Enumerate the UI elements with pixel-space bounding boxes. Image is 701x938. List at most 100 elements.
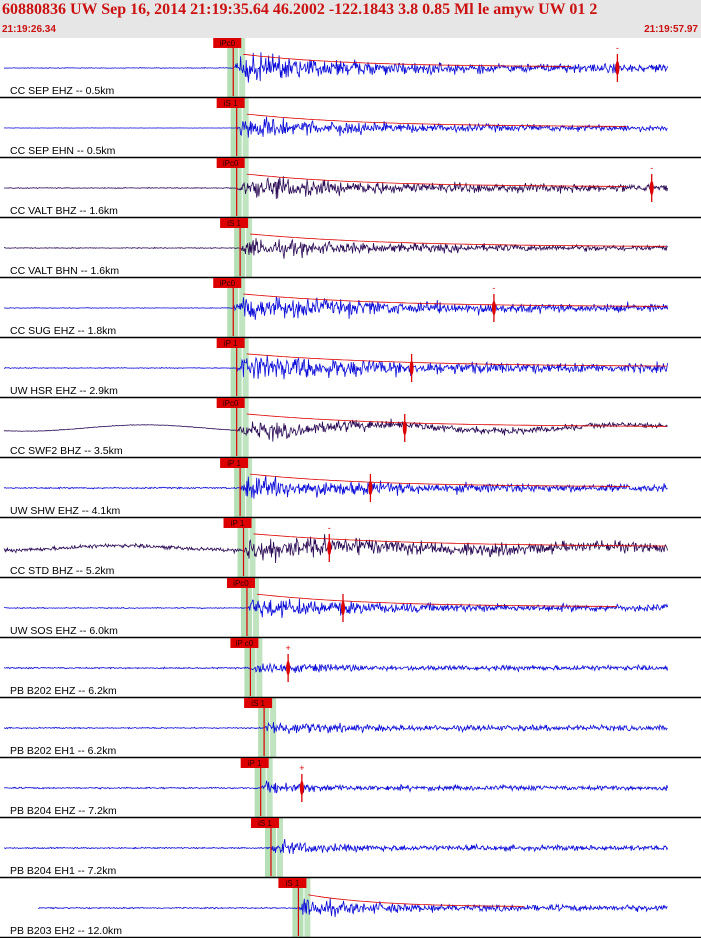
- amplitude-marker-blob: [615, 61, 620, 75]
- pick-label-box: [220, 218, 249, 228]
- secondary-window-band: [249, 518, 256, 578]
- trace-panel: iP 1 - CC STD BHZ -- 5.2km: [0, 518, 701, 579]
- pick-label: iP 1: [248, 759, 262, 768]
- amplitude-marker-blob: [299, 781, 304, 795]
- pick-label: iP 1: [224, 339, 238, 348]
- secondary-window-band: [239, 38, 246, 98]
- pick-label: iPc0: [223, 399, 239, 408]
- event-title: 60880836 UW Sep 16, 2014 21:19:35.64 46.…: [2, 1, 598, 18]
- pick-label-box: [278, 878, 307, 888]
- pick-label-box: [220, 458, 249, 468]
- pick-label-box: [216, 158, 245, 168]
- coda-duration-curve: [246, 353, 667, 367]
- pick-label-box: [216, 338, 245, 348]
- coda-duration-curve: [250, 473, 631, 487]
- waveform-trace: [3, 839, 668, 855]
- coda-duration-curve: [243, 53, 572, 67]
- pick-label: iP c0: [236, 639, 254, 648]
- coda-duration-curve: [246, 173, 627, 187]
- trace-panel: iP 1 UW HSR EHZ -- 2.9km: [0, 338, 701, 399]
- station-label: PB B203 EH2 -- 12.0km: [10, 925, 122, 937]
- waveform-trace: [3, 721, 668, 734]
- pick-label: iP 1: [231, 519, 245, 528]
- pick-label-box: [216, 98, 245, 108]
- pick-label: iS 1: [258, 819, 272, 828]
- trace-panel: iPc0 CC SWF2 BHZ -- 3.5km: [0, 398, 701, 459]
- secondary-window-band: [256, 638, 263, 698]
- waveform-trace: [3, 176, 668, 200]
- seismogram-panel: iPc0 - CC SEP EHZ -- 0.5km iS 1 CC SEP EHN -…: [0, 38, 701, 938]
- station-label: PB B204 EHZ -- 7.2km: [10, 805, 117, 817]
- waveform-trace: [3, 534, 668, 564]
- waveform-trace: [4, 354, 668, 380]
- marker-sign: -: [328, 523, 331, 533]
- secondary-window-band: [242, 158, 249, 218]
- trace-panel: iP 1 + PB B204 EHZ -- 7.2km: [0, 758, 701, 819]
- record-header: 60880836 UW Sep 16, 2014 21:19:35.64 46.…: [0, 0, 701, 38]
- pick-label: iPc0: [219, 279, 235, 288]
- station-label: CC SUG EHZ -- 1.8km: [10, 325, 116, 337]
- coda-duration-curve: [246, 113, 627, 127]
- station-label: CC STD BHZ -- 5.2km: [10, 565, 115, 577]
- pick-label-box: [240, 758, 269, 768]
- station-label: UW SHW EHZ -- 4.1km: [10, 505, 120, 517]
- pick-label: iPc0: [223, 159, 239, 168]
- coda-duration-curve: [256, 593, 617, 607]
- trace-panel: iS 1 PB B203 EH2 -- 12.0km: [0, 878, 701, 938]
- secondary-window-band: [242, 98, 249, 158]
- coda-duration-curve: [308, 894, 525, 907]
- trace-panel: iS 1 PB B204 EH1 -- 7.2km: [0, 818, 701, 879]
- waveform-trace: [3, 418, 668, 442]
- amplitude-marker-blob: [286, 661, 291, 675]
- waveform-trace: [3, 52, 668, 83]
- pick-label: iP 1: [227, 459, 241, 468]
- pick-label: iPc0: [219, 39, 235, 48]
- marker-sign: -: [650, 163, 653, 173]
- amplitude-marker-blob: [327, 541, 332, 555]
- pick-label-box: [244, 698, 273, 708]
- waveform-trace: [3, 598, 668, 618]
- station-label: UW HSR EHZ -- 2.9km: [10, 385, 118, 397]
- station-label: CC SWF2 BHZ -- 3.5km: [10, 445, 123, 457]
- secondary-window-band: [242, 398, 249, 458]
- pick-label-box: [213, 278, 242, 288]
- coda-duration-curve: [246, 413, 667, 427]
- pick-label-box: [226, 578, 255, 588]
- waveform-trace: [4, 780, 668, 794]
- trace-panel: iS 1 CC SEP EHN -- 0.5km: [0, 98, 701, 159]
- coda-duration-curve: [243, 293, 668, 307]
- amplitude-marker-blob: [402, 421, 407, 435]
- pick-label: iS 1: [286, 879, 300, 888]
- pick-label: iS 1: [227, 219, 241, 228]
- pick-label: iS 1: [224, 99, 238, 108]
- trace-panel: iPc0 - CC SUG EHZ -- 1.8km: [0, 278, 701, 339]
- secondary-window-band: [242, 338, 249, 398]
- station-label: CC VALT BHN -- 1.6km: [10, 265, 119, 277]
- coda-duration-curve: [253, 533, 666, 547]
- station-label: CC SEP EHZ -- 0.5km: [10, 85, 114, 97]
- amplitude-marker-blob: [409, 361, 414, 375]
- waveform-trace: [38, 898, 668, 918]
- coda-duration-curve: [250, 233, 667, 247]
- amplitude-marker-blob: [368, 481, 373, 495]
- trace-panel: iP 1 UW SHW EHZ -- 4.1km: [0, 458, 701, 519]
- station-label: UW SOS EHZ -- 6.0km: [10, 625, 118, 637]
- secondary-window-band: [304, 878, 311, 938]
- trace-panel: iPc0 - CC SEP EHZ -- 0.5km: [0, 38, 701, 99]
- waveform-trace: [3, 475, 668, 499]
- station-label: PB B202 EHZ -- 6.2km: [10, 685, 117, 697]
- pick-label-box: [213, 38, 242, 48]
- marker-sign: -: [616, 43, 619, 53]
- trace-panel: iS 1 PB B202 EH1 -- 6.2km: [0, 698, 701, 759]
- pick-label-box: [216, 398, 245, 408]
- end-time: 21:19:57.97: [644, 24, 698, 35]
- pick-label: iPc0: [233, 579, 249, 588]
- secondary-window-band: [266, 758, 273, 818]
- secondary-window-band: [270, 698, 277, 758]
- waveform-trace: [4, 238, 668, 259]
- waveform-trace: [3, 662, 668, 674]
- marker-sign: +: [299, 763, 304, 773]
- marker-sign: -: [492, 283, 495, 293]
- station-label: CC SEP EHN -- 0.5km: [10, 145, 116, 157]
- trace-panel: iPc0 UW SOS EHZ -- 6.0km: [0, 578, 701, 639]
